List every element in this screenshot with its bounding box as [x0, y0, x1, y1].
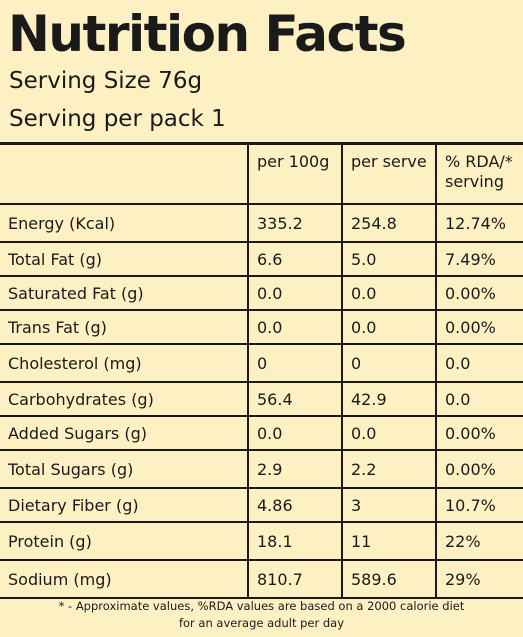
value-per-serve: 42.9: [343, 383, 437, 415]
nutrient-name: Dietary Fiber (g): [0, 489, 249, 521]
table-row: Protein (g) 18.1 11 22%: [0, 523, 523, 561]
value-rda: 0.0: [445, 389, 471, 409]
nutrient-name: Carbohydrates (g): [0, 383, 249, 415]
value-per-100g: 4.86: [249, 489, 343, 521]
nutrient-name: Sodium (mg): [0, 561, 249, 597]
value-per-100g: 335.2: [249, 205, 343, 241]
value-per-serve: 2.2: [343, 451, 437, 487]
table-row: Total Sugars (g) 2.9 2.2 0.00%: [0, 451, 523, 489]
nutrient-name: Total Fat (g): [0, 243, 249, 275]
value-per-100g: 18.1: [249, 523, 343, 559]
column-header-per-100g: per 100g: [249, 145, 343, 203]
value-rda: 7.49%: [445, 249, 496, 269]
table-row: Dietary Fiber (g) 4.86 3 10.7%: [0, 489, 523, 523]
value-per-100g: 0.0: [249, 277, 343, 309]
table-row: Carbohydrates (g) 56.4 42.9 0.0: [0, 383, 523, 417]
nutrient-name: Added Sugars (g): [0, 417, 249, 449]
table-row: Cholesterol (mg) 0 0 0.0: [0, 345, 523, 383]
value-per-serve: 5.0: [343, 243, 437, 275]
table-row: Total Fat (g) 6.6 5.0 7.49%: [0, 243, 523, 277]
page-title: Nutrition Facts: [8, 5, 407, 63]
column-header-rda: % RDA/* serving: [445, 152, 513, 191]
table-row: Saturated Fat (g) 0.0 0.0 0.00%: [0, 277, 523, 311]
value-rda: 0.00%: [445, 283, 496, 303]
table-row: Trans Fat (g) 0.0 0.0 0.00%: [0, 311, 523, 345]
value-rda: 0.00%: [445, 459, 496, 479]
value-per-serve: 254.8: [343, 205, 437, 241]
serving-size: Serving Size 76g: [9, 68, 203, 94]
nutrient-name: Trans Fat (g): [0, 311, 249, 343]
footnote-line-2: for an average adult per day: [178, 616, 345, 630]
value-per-serve: 0: [343, 345, 437, 381]
value-per-serve: 0.0: [343, 311, 437, 343]
footnote: * - Approximate values, %RDA values are …: [0, 598, 523, 632]
value-per-serve: 589.6: [343, 561, 437, 597]
value-per-100g: 0: [249, 345, 343, 381]
value-rda: 22%: [445, 531, 481, 551]
nutrient-name: Energy (Kcal): [0, 205, 249, 241]
value-per-100g: 0.0: [249, 417, 343, 449]
value-per-serve: 0.0: [343, 417, 437, 449]
value-per-serve: 11: [343, 523, 437, 559]
table-row: Sodium (mg) 810.7 589.6 29%: [0, 561, 523, 599]
footnote-line-1: * - Approximate values, %RDA values are …: [58, 599, 465, 613]
value-rda: 0.00%: [445, 423, 496, 443]
value-per-100g: 810.7: [249, 561, 343, 597]
column-header-per-serve: per serve: [343, 145, 437, 203]
nutrient-name: Cholesterol (mg): [0, 345, 249, 381]
value-per-serve: 0.0: [343, 277, 437, 309]
value-rda: 0.0: [445, 353, 471, 373]
nutrient-name: Protein (g): [0, 523, 249, 559]
value-rda: 0.00%: [445, 317, 496, 337]
value-rda: 29%: [445, 569, 481, 589]
value-per-100g: 6.6: [249, 243, 343, 275]
column-header-nutrient: [0, 145, 249, 203]
value-per-100g: 2.9: [249, 451, 343, 487]
table-row: Added Sugars (g) 0.0 0.0 0.00%: [0, 417, 523, 451]
nutrient-name: Total Sugars (g): [0, 451, 249, 487]
nutrient-name: Saturated Fat (g): [0, 277, 249, 309]
table-header-row: per 100g per serve % RDA/* serving: [0, 145, 523, 205]
nutrition-table: per 100g per serve % RDA/* serving Energ…: [0, 142, 523, 599]
value-rda: 10.7%: [445, 495, 496, 515]
value-rda: 12.74%: [445, 213, 507, 233]
value-per-100g: 0.0: [249, 311, 343, 343]
serving-per-pack: Serving per pack 1: [9, 106, 226, 132]
table-row: Energy (Kcal) 335.2 254.8 12.74%: [0, 205, 523, 243]
value-per-serve: 3: [343, 489, 437, 521]
value-per-100g: 56.4: [249, 383, 343, 415]
